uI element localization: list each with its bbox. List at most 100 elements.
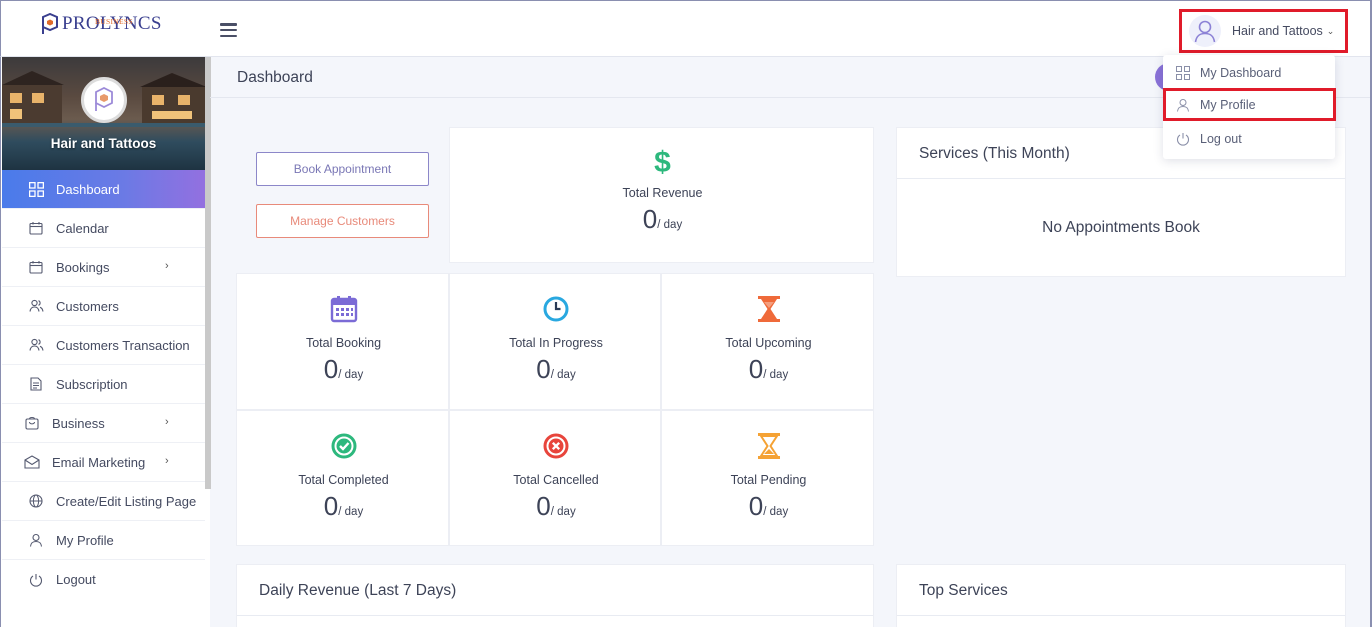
menu-toggle-button[interactable] — [220, 23, 237, 38]
sidebar-item-label: Subscription — [56, 376, 128, 392]
sidebar-item-customers[interactable]: Customers — [2, 287, 205, 326]
chevron-down-icon: ⌄ — [1326, 25, 1335, 36]
sidebar-item-label: Business — [52, 415, 105, 431]
calendar-icon — [330, 296, 357, 323]
mail-icon — [24, 454, 40, 470]
stat-value: 0/ day — [748, 354, 789, 384]
user-name: Hair and Tattoos — [1232, 24, 1323, 38]
sidebar-item-label: Customers — [56, 298, 119, 314]
stat-label: Total Booking — [305, 336, 382, 350]
document-icon — [28, 376, 44, 392]
dropdown-item-label: My Dashboard — [1200, 65, 1282, 80]
total-completed-card: Total Completed 0/ day — [236, 410, 449, 546]
business-cover-image: Hair and Tattoos — [2, 57, 205, 170]
user-avatar-icon — [1189, 15, 1221, 47]
sidebar-item-dashboard[interactable]: Dashboard — [2, 170, 205, 209]
hamburger-line — [220, 28, 237, 32]
chevron-right-icon: › — [165, 260, 169, 272]
user-menu-button[interactable]: Hair and Tattoos ⌄ — [1179, 9, 1348, 53]
check-circle-icon — [331, 433, 356, 459]
sidebar: Hair and Tattoos Dashboard Calendar — [0, 57, 211, 627]
stat-value: 0/ day — [642, 204, 683, 234]
total-pending-card: Total Pending 0/ day — [661, 410, 874, 546]
stat-label: Total Cancelled — [513, 473, 599, 487]
calendar-icon — [28, 220, 44, 236]
sidebar-item-email-marketing[interactable]: Email Marketing › — [2, 443, 205, 482]
bag-icon — [24, 415, 40, 431]
page-title: Dashboard — [237, 69, 313, 86]
sidebar-item-customers-transaction[interactable]: Customers Transaction — [2, 326, 205, 365]
dropdown-item-my-profile[interactable]: My Profile — [1163, 88, 1336, 121]
logo-mark-icon — [42, 13, 58, 34]
sidebar-item-label: Customers Transaction — [56, 337, 190, 353]
total-revenue-card: $ Total Revenue 0/ day — [449, 127, 874, 263]
business-avatar — [81, 77, 127, 123]
sidebar-item-subscription[interactable]: Subscription — [2, 365, 205, 404]
sidebar-item-create-edit-listing[interactable]: Create/Edit Listing Page — [2, 482, 205, 521]
stat-label: Total Upcoming — [725, 336, 812, 350]
stat-label: Total Revenue — [622, 186, 703, 200]
stat-label: Total Completed — [298, 473, 389, 487]
hamburger-line — [220, 34, 237, 38]
sidebar-item-label: Create/Edit Listing Page — [56, 493, 197, 509]
users-icon — [28, 298, 44, 314]
daily-revenue-card: Daily Revenue (Last 7 Days) — [236, 564, 874, 627]
total-cancelled-stat: Total Cancelled 0/ day — [450, 432, 662, 522]
sidebar-scrollbar[interactable] — [205, 57, 211, 489]
total-revenue-stat: $ Total Revenue 0/ day — [450, 148, 875, 235]
brand-name: PROLYNCS — [62, 13, 162, 34]
sidebar-item-business[interactable]: Business › — [2, 404, 205, 443]
user-icon — [1177, 98, 1189, 112]
top-header: PROLYNCS BUSINESS Hair and Tattoos ⌄ — [0, 0, 1372, 57]
cancel-circle-icon — [543, 433, 569, 459]
sidebar-item-label: Dashboard — [56, 181, 120, 197]
sidebar-item-label: Calendar — [56, 220, 109, 236]
business-logo-icon — [95, 87, 113, 111]
calendar-icon — [28, 259, 44, 275]
user-dropdown-menu: My Dashboard My Profile Log out — [1163, 55, 1336, 159]
top-services-card: Top Services — [896, 564, 1346, 627]
dollar-icon: $ — [654, 146, 671, 179]
stat-label: Total Pending — [730, 473, 807, 487]
users-icon — [28, 337, 44, 353]
sidebar-item-label: Logout — [56, 572, 96, 587]
total-cancelled-card: Total Cancelled 0/ day — [449, 410, 661, 546]
stat-value: 0/ day — [748, 491, 789, 521]
total-pending-stat: Total Pending 0/ day — [662, 432, 875, 522]
cover-house-image — [2, 71, 205, 127]
dropdown-item-label: My Profile — [1200, 97, 1256, 112]
total-booking-stat: Total Booking 0/ day — [237, 295, 450, 385]
stat-value: 0/ day — [536, 491, 576, 521]
total-upcoming-stat: Total Upcoming 0/ day — [662, 295, 875, 385]
sidebar-item-bookings[interactable]: Bookings › — [2, 248, 205, 287]
total-in-progress-stat: Total In Progress 0/ day — [450, 295, 662, 385]
grid-icon — [1176, 65, 1190, 80]
total-in-progress-card: Total In Progress 0/ day — [449, 273, 661, 410]
sidebar-item-logout[interactable]: Logout — [2, 560, 205, 599]
empty-state-message: No Appointments Book — [1042, 219, 1200, 236]
card-divider — [237, 615, 873, 616]
power-icon — [1176, 132, 1190, 146]
hourglass-icon — [757, 296, 780, 322]
grid-icon — [28, 181, 44, 197]
sidebar-item-calendar[interactable]: Calendar — [2, 209, 205, 248]
sidebar-item-label: Email Marketing — [52, 454, 146, 470]
dropdown-item-my-dashboard[interactable]: My Dashboard — [1163, 56, 1335, 89]
total-upcoming-card: Total Upcoming 0/ day — [661, 273, 874, 410]
dropdown-item-log-out[interactable]: Log out — [1163, 122, 1335, 155]
card-title: Daily Revenue (Last 7 Days) — [259, 582, 457, 599]
chevron-right-icon: › — [165, 455, 169, 467]
page-header: Dashboard — [210, 57, 1372, 98]
hamburger-line — [220, 23, 237, 26]
globe-icon — [28, 493, 44, 509]
total-booking-card: Total Booking 0/ day — [236, 273, 449, 410]
book-appointment-button[interactable]: Book Appointment — [256, 152, 429, 186]
sidebar-item-my-profile[interactable]: My Profile — [2, 521, 205, 560]
sidebar-item-label: My Profile — [56, 532, 114, 548]
manage-customers-button[interactable]: Manage Customers — [256, 204, 429, 238]
card-title: Top Services — [919, 582, 1008, 599]
sidebar-nav: Dashboard Calendar Bookings › Customers — [2, 170, 205, 599]
brand-logo[interactable]: PROLYNCS — [41, 13, 162, 35]
dropdown-item-label: Log out — [1200, 131, 1242, 146]
sidebar-item-label: Bookings — [56, 259, 110, 275]
